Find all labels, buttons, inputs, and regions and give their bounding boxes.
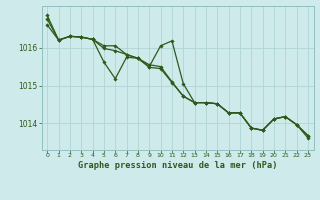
X-axis label: Graphe pression niveau de la mer (hPa): Graphe pression niveau de la mer (hPa): [78, 161, 277, 170]
